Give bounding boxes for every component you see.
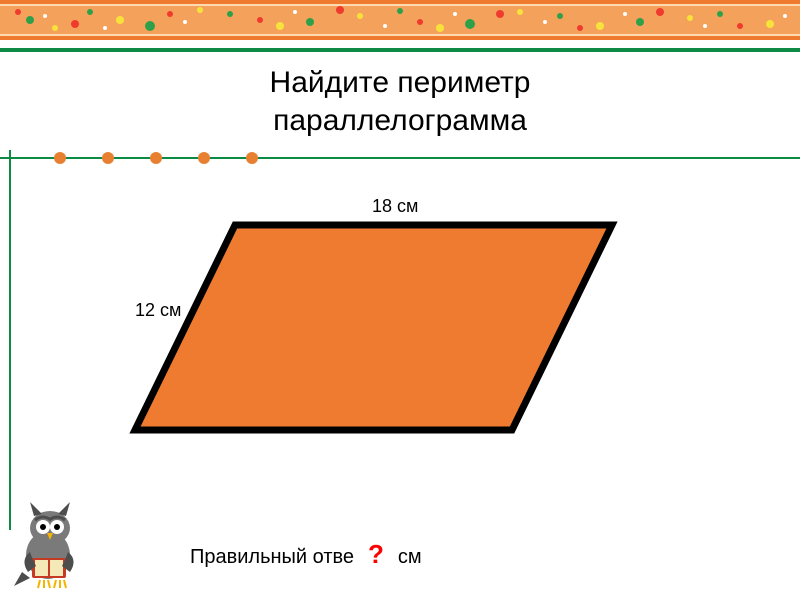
left-side-label: 12 см (135, 300, 181, 321)
answer-question-mark: ? (360, 539, 392, 570)
answer-suffix: см (398, 546, 422, 569)
top-side-label: 18 см (372, 196, 418, 217)
slide: Найдите периметр параллелограмма 18 см 1… (0, 0, 800, 600)
answer-line: Правильный отве ? см (190, 539, 422, 570)
owl-icon (10, 500, 90, 590)
parallelogram-figure (0, 0, 800, 600)
answer-prefix: Правильный отве (190, 546, 354, 569)
